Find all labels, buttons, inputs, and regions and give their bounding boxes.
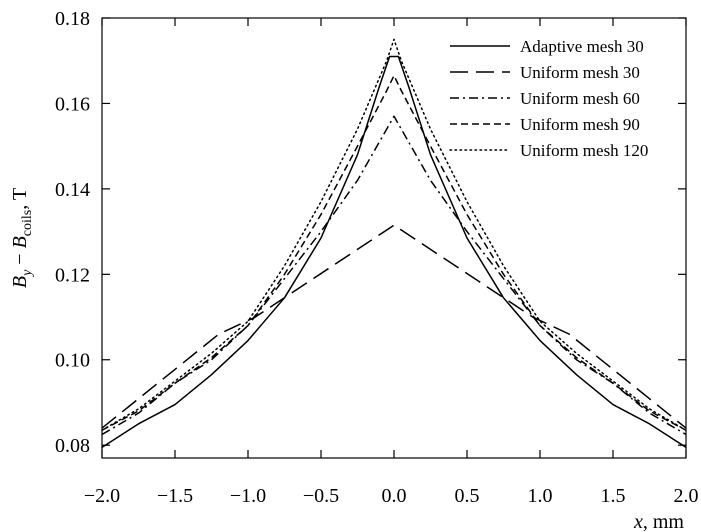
y-axis-label: By − Bcoils, T [9, 188, 35, 288]
legend-label: Uniform mesh 60 [520, 89, 640, 108]
series-layer [101, 38, 687, 448]
x-tick-label: −2.0 [84, 485, 120, 507]
axis-ticks: −2.0 −1.5 −1.0 −0.5 0.0 0.5 1.0 1.5 2.0 0.08 0.10 0… [55, 8, 699, 507]
y-tick-label: 0.14 [55, 179, 90, 201]
y-tick-label: 0.10 [55, 350, 90, 372]
series-line-uniform-mesh-60 [101, 115, 687, 436]
x-tick-label: −1.5 [157, 485, 193, 507]
series-line-adaptive-mesh-30 [101, 55, 687, 448]
series-line-uniform-mesh-30 [101, 224, 687, 429]
legend-label: Uniform mesh 90 [520, 115, 640, 134]
legend: Adaptive mesh 30 Uniform mesh 30 Uniform m… [449, 37, 648, 160]
y-tick-label: 0.08 [55, 435, 90, 457]
y-tick-label: 0.16 [55, 93, 90, 115]
x-tick-label: 2.0 [674, 485, 699, 507]
x-tick-label: −0.5 [303, 485, 339, 507]
legend-label: Uniform mesh 120 [520, 141, 648, 160]
legend-label: Adaptive mesh 30 [520, 37, 644, 56]
x-axis-label: x, mm [633, 511, 684, 532]
y-tick-label: 0.12 [55, 264, 90, 286]
y-tick-label: 0.18 [55, 8, 90, 30]
x-tick-label: 1.5 [601, 485, 626, 507]
x-tick-label: −1.0 [230, 485, 266, 507]
series-line-uniform-mesh-120 [101, 38, 687, 431]
series-line-uniform-mesh-90 [101, 74, 687, 431]
legend-label: Uniform mesh 30 [520, 63, 640, 82]
x-tick-label: 0.5 [455, 485, 480, 507]
x-tick-label: 0.0 [382, 485, 407, 507]
x-tick-label: 1.0 [528, 485, 553, 507]
